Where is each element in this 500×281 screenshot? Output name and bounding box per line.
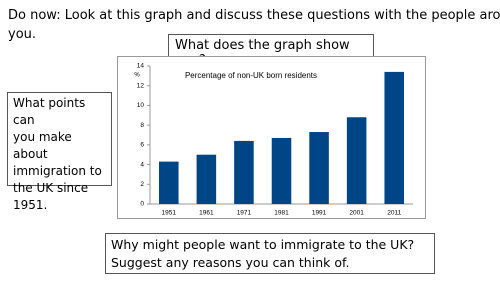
x-tick-label: 1991 (312, 210, 327, 217)
x-tick-label: 1971 (237, 210, 252, 217)
x-tick-label: 1961 (199, 210, 214, 217)
question-line: What points can (13, 96, 86, 127)
question-line: you make about (13, 130, 72, 161)
chart: Percentage of non-UK born residents % 0 2… (117, 56, 426, 219)
question-line: Why might people want to immigrate to th… (111, 237, 415, 252)
x-tick-label: 2001 (349, 210, 364, 217)
y-tick-label: 8 (140, 122, 144, 129)
y-tick-label: 4 (140, 161, 144, 168)
question-line: immigration to (13, 164, 102, 178)
bar (196, 154, 217, 204)
question-box: Why might people want to immigrate to th… (105, 233, 435, 274)
y-tick-label: 2 (140, 181, 144, 188)
x-tick-label: 2011 (387, 210, 401, 217)
y-axis-label: % (134, 73, 140, 79)
y-tick-label: 6 (140, 142, 144, 149)
header-line: you. (8, 27, 37, 42)
y-tick-label: 10 (137, 102, 145, 109)
bar (346, 117, 367, 204)
question-line: 1951. (13, 198, 48, 212)
x-tick-label: 1951 (162, 210, 177, 217)
header: Do now: Look at this graph and discuss t… (8, 6, 500, 44)
y-tick-label: 0 (140, 201, 144, 208)
chart-title: Percentage of non-UK born residents (185, 71, 317, 80)
y-tick-label: 14 (137, 63, 145, 70)
bar (234, 140, 254, 204)
x-tick-label: 1981 (274, 210, 289, 217)
y-tick-label: 12 (137, 82, 145, 89)
question-line: the UK since (13, 181, 89, 195)
question-box: What points can you make about immigrati… (7, 92, 112, 212)
question-line: Suggest any reasons you can think of. (111, 255, 350, 270)
bar (271, 137, 292, 204)
bar (309, 132, 329, 204)
bar (159, 161, 179, 204)
header-line: Do now: Look at this graph and discuss t… (8, 8, 500, 23)
bar (384, 71, 404, 205)
